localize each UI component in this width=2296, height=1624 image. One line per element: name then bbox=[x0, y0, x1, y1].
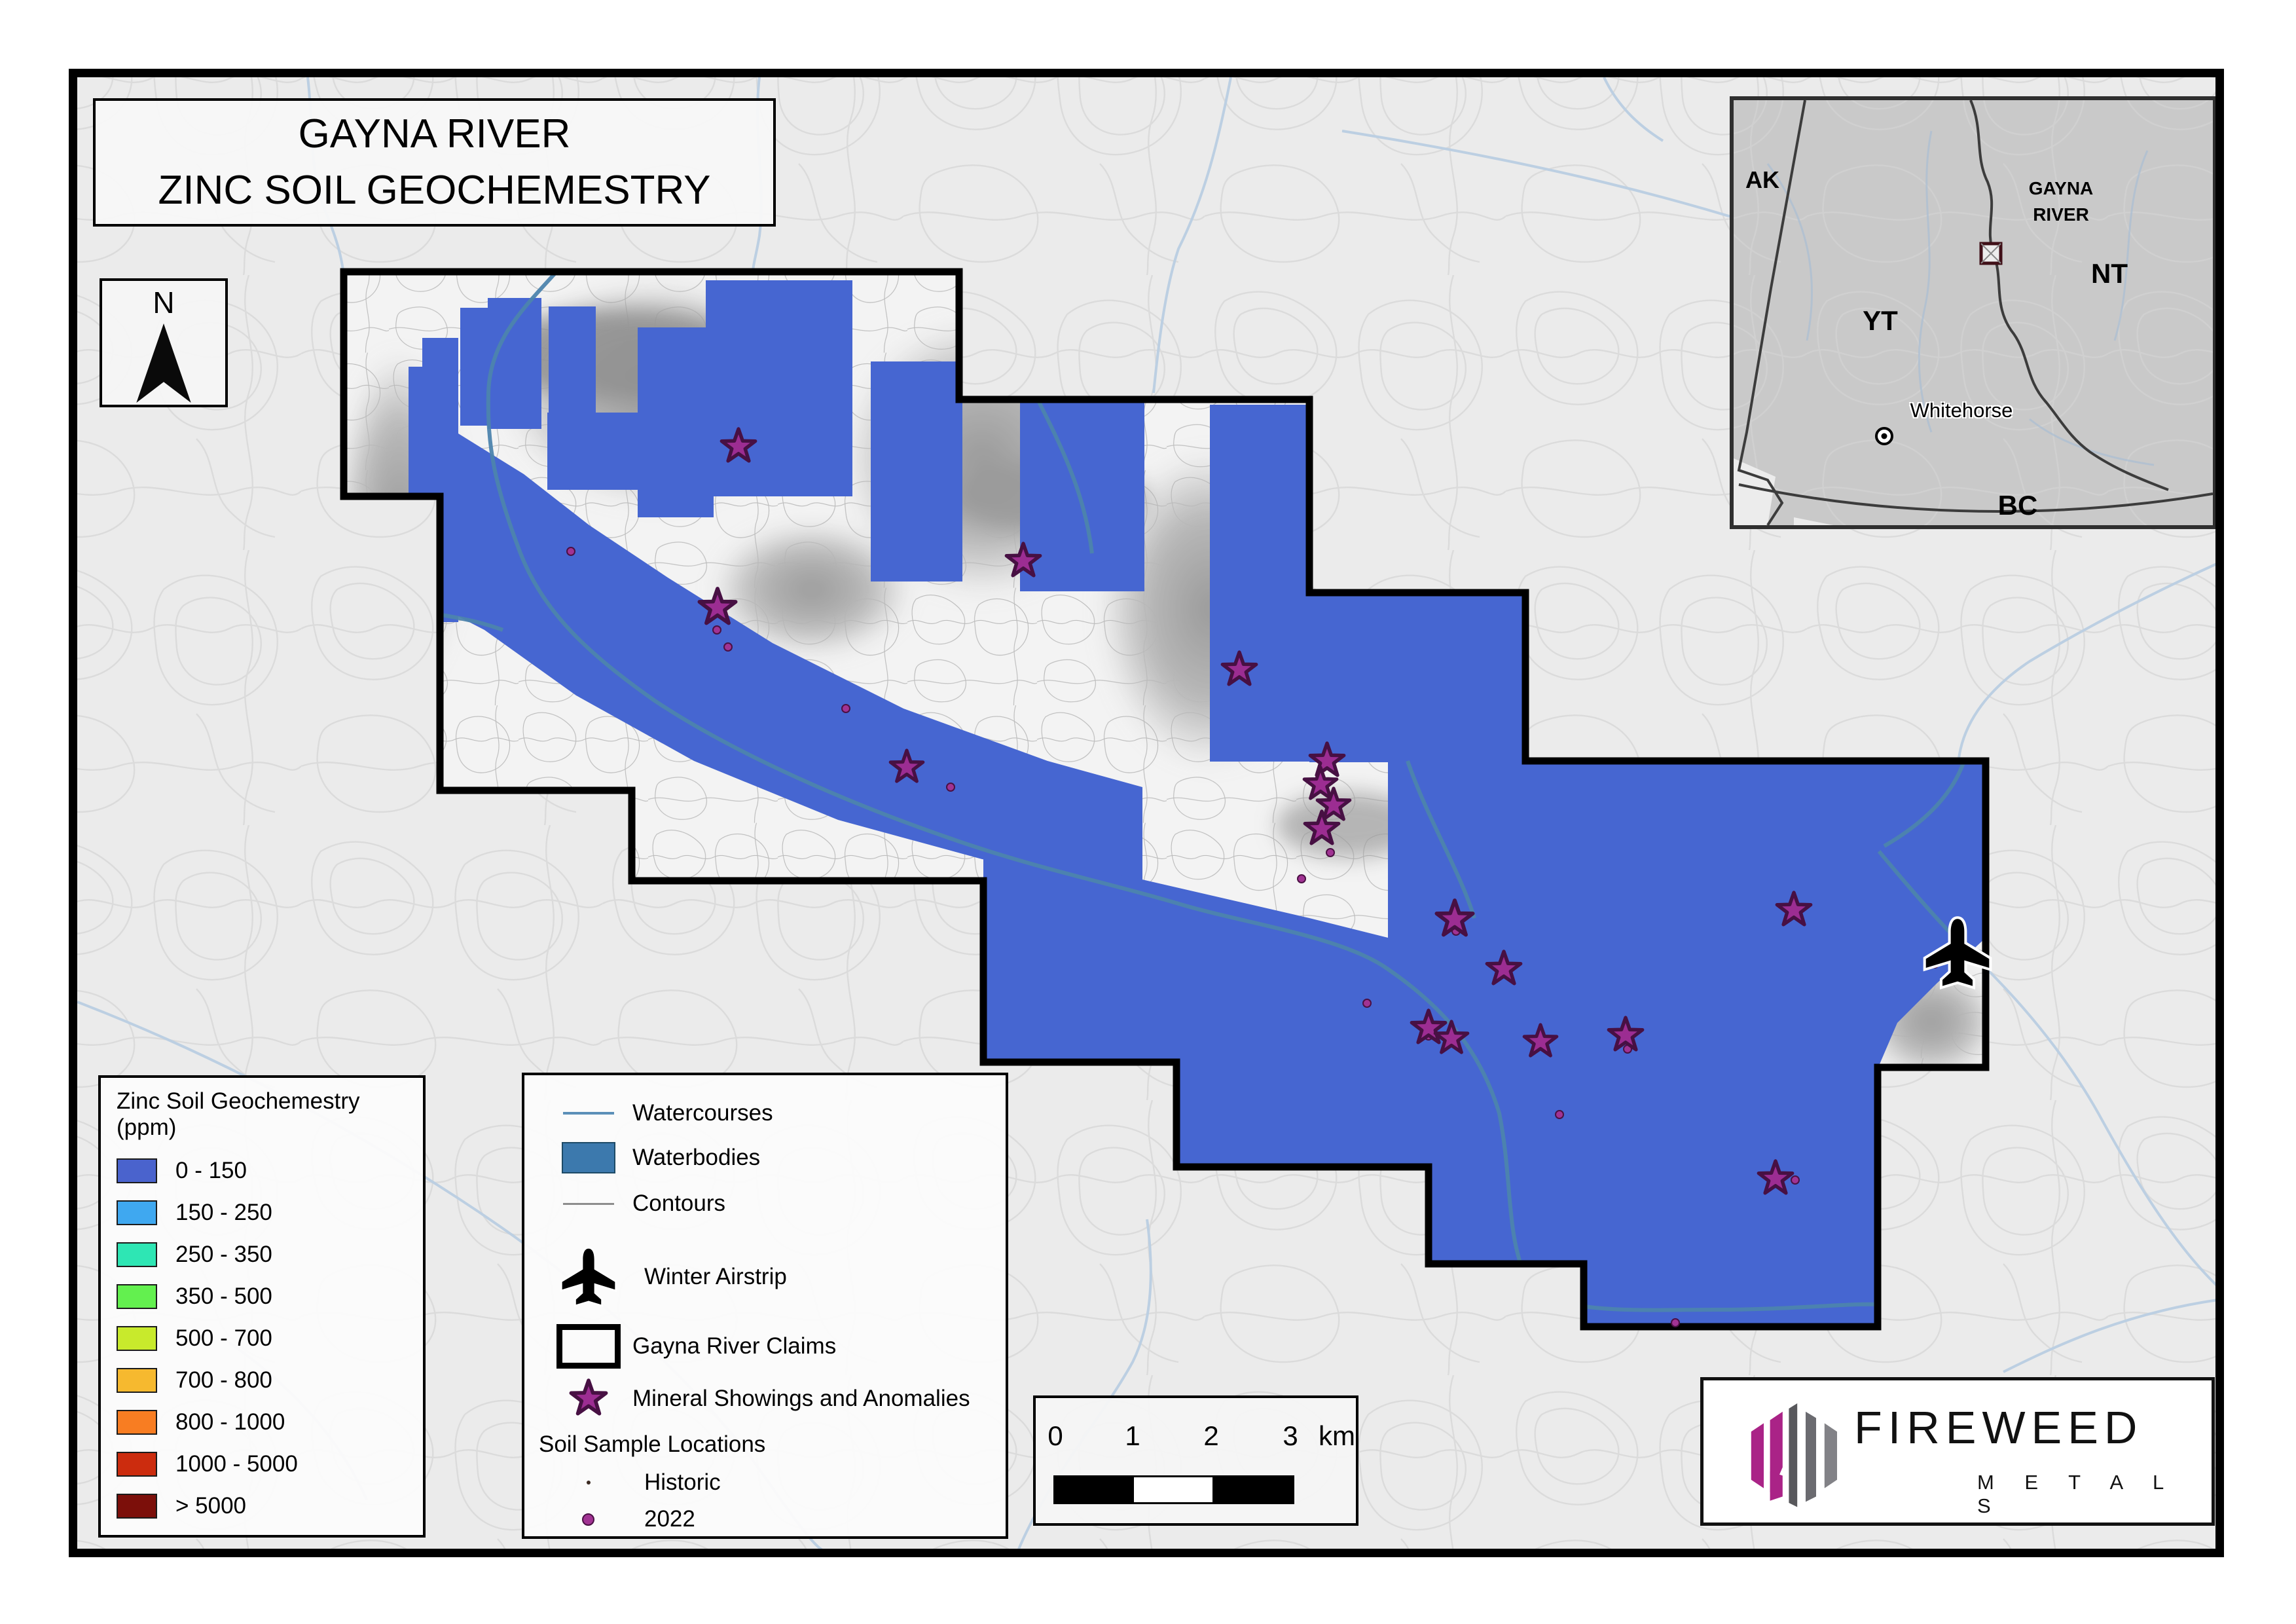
inset-label-nt: NT bbox=[2091, 258, 2128, 289]
legend-claims: Gayna River Claims bbox=[544, 1324, 836, 1369]
logo-name: FIREWEED bbox=[1854, 1402, 2143, 1453]
watercourse-line-icon bbox=[562, 1112, 614, 1115]
airplane-icon bbox=[557, 1246, 620, 1308]
legend-2022: 2022 bbox=[544, 1502, 695, 1536]
legend-minerals: Mineral Showings and Anomalies bbox=[544, 1378, 970, 1420]
scale-0: 0 bbox=[1048, 1420, 1063, 1451]
legend-historic: Historic bbox=[544, 1466, 721, 1500]
scale-bar-box: 0 1 2 3 km bbox=[1033, 1395, 1358, 1526]
fireweed-logo-box[interactable]: FIREWEED M E T A L S bbox=[1700, 1377, 2215, 1526]
swatch-150-250 bbox=[117, 1200, 157, 1225]
sample-2022-dot-icon bbox=[582, 1513, 594, 1526]
legend-soil-header: Soil Sample Locations bbox=[539, 1431, 766, 1457]
fireweed-logo-icon bbox=[1751, 1403, 1837, 1507]
swatch-gt5000 bbox=[117, 1494, 157, 1519]
legend-waterbodies: Waterbodies bbox=[544, 1138, 760, 1177]
inset-map[interactable] bbox=[1730, 96, 2217, 529]
north-arrow-box: N bbox=[100, 278, 228, 407]
legend-row: 150 - 250 bbox=[117, 1192, 423, 1234]
legend-row: > 5000 bbox=[117, 1485, 423, 1527]
legend-zinc-title: Zinc Soil Geochemestry (ppm) bbox=[117, 1088, 360, 1140]
inset-label-ak: AK bbox=[1745, 166, 1779, 193]
swatch-700-800 bbox=[117, 1368, 157, 1393]
legend-row: 350 - 500 bbox=[117, 1276, 423, 1318]
inset-site-line2: RIVER bbox=[2033, 204, 2089, 225]
historic-dot-icon bbox=[586, 1481, 591, 1485]
scale-1: 1 bbox=[1125, 1420, 1140, 1451]
scale-3: 3 bbox=[1283, 1420, 1298, 1451]
legend-row: 250 - 350 bbox=[117, 1234, 423, 1276]
scale-2: 2 bbox=[1203, 1420, 1219, 1451]
star-icon bbox=[568, 1378, 610, 1420]
inset-label-whitehorse: Whitehorse bbox=[1910, 399, 2013, 422]
north-arrow-icon bbox=[136, 323, 191, 403]
legend-row: 700 - 800 bbox=[117, 1359, 423, 1401]
scale-unit: km bbox=[1319, 1420, 1355, 1451]
swatch-1000-5000 bbox=[117, 1452, 157, 1477]
legend-row: 0 - 150 bbox=[117, 1150, 423, 1192]
swatch-0-150 bbox=[117, 1158, 157, 1183]
logo-sub: M E T A L S bbox=[1977, 1471, 2176, 1517]
legend-zinc: Zinc Soil Geochemestry (ppm) 0 - 150 150… bbox=[98, 1075, 426, 1538]
north-label: N bbox=[153, 286, 175, 320]
claims-outline-icon bbox=[556, 1324, 621, 1369]
swatch-800-1000 bbox=[117, 1410, 157, 1435]
scale-bar bbox=[1053, 1475, 1294, 1504]
legend-airstrip: Winter Airstrip bbox=[544, 1244, 787, 1310]
inset-site-line1: GAYNA bbox=[2028, 178, 2094, 198]
legend-features: Watercourses Waterbodies Contours Winter… bbox=[522, 1073, 1008, 1539]
swatch-500-700 bbox=[117, 1326, 157, 1351]
waterbody-icon bbox=[561, 1142, 615, 1173]
legend-row: 1000 - 5000 bbox=[117, 1443, 423, 1485]
inset-label-yt: YT bbox=[1863, 305, 1898, 336]
swatch-350-500 bbox=[117, 1284, 157, 1309]
map-title-line2: ZINC SOIL GEOCHEMESTRY bbox=[158, 168, 711, 213]
legend-row: 800 - 1000 bbox=[117, 1401, 423, 1443]
legend-watercourses: Watercourses bbox=[544, 1094, 773, 1133]
legend-row: 500 - 700 bbox=[117, 1318, 423, 1359]
map-title-line1: GAYNA RIVER bbox=[298, 111, 571, 157]
inset-label-bc: BC bbox=[1997, 490, 2038, 521]
contour-line-icon bbox=[562, 1202, 614, 1205]
swatch-250-350 bbox=[117, 1242, 157, 1267]
legend-contours: Contours bbox=[544, 1184, 725, 1223]
title-box: GAYNA RIVER ZINC SOIL GEOCHEMESTRY bbox=[93, 98, 776, 227]
